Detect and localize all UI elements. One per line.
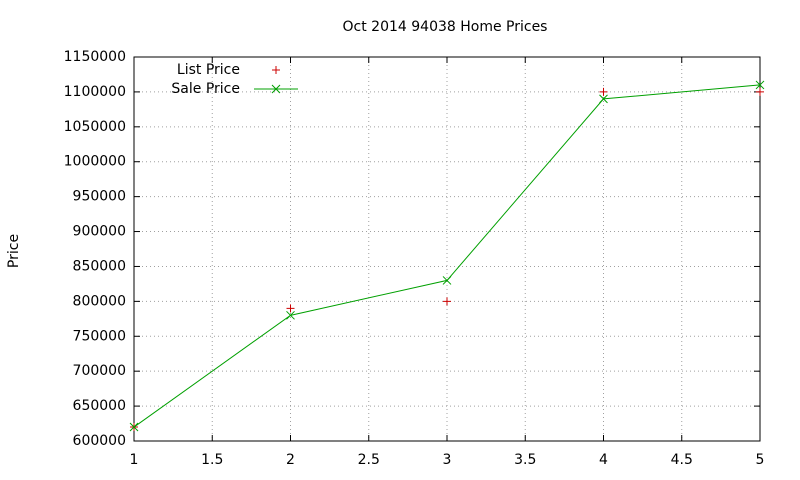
plot-frame (133, 56, 761, 442)
y-tick-label: 950000 (73, 189, 126, 205)
marker (442, 276, 452, 285)
series-line (133, 84, 761, 428)
legend-label: Sale Price (171, 81, 240, 97)
x-tick-label: 4.5 (671, 452, 693, 468)
legend-marker (272, 66, 280, 74)
legend-marker (271, 84, 281, 94)
y-tick-label: 850000 (73, 258, 126, 274)
x-tick-label: 2 (286, 452, 295, 468)
chart-title: Oct 2014 94038 Home Prices (343, 19, 548, 35)
x-tick-label: 4 (599, 452, 608, 468)
x-tick-label: 3 (443, 452, 452, 468)
y-tick-label: 1050000 (64, 119, 126, 135)
marker (286, 310, 295, 320)
legend-label: List Price (177, 62, 240, 78)
marker (599, 87, 608, 96)
marker (129, 422, 139, 432)
marker (443, 297, 451, 306)
y-tick-label: 800000 (73, 293, 126, 309)
x-tick-label: 1.5 (201, 452, 223, 468)
y-tick-label: 700000 (73, 363, 126, 379)
y-tick-label: 1100000 (64, 84, 126, 100)
x-tick-label: 5 (756, 452, 765, 468)
y-tick-label: 1150000 (64, 49, 126, 65)
x-tick-label: 2.5 (358, 452, 380, 468)
y-tick-label: 600000 (73, 433, 126, 449)
marker (755, 80, 765, 90)
y-tick-label: 900000 (73, 224, 126, 240)
x-tick-label: 3.5 (514, 452, 536, 468)
x-tick-label: 1 (130, 452, 139, 468)
y-tick-label: 1000000 (64, 154, 126, 170)
marker (599, 94, 608, 104)
marker (756, 87, 764, 96)
y-axis-label: Price (6, 234, 22, 268)
y-tick-label: 750000 (73, 328, 126, 344)
y-tick-label: 650000 (73, 398, 126, 414)
marker (286, 304, 295, 313)
